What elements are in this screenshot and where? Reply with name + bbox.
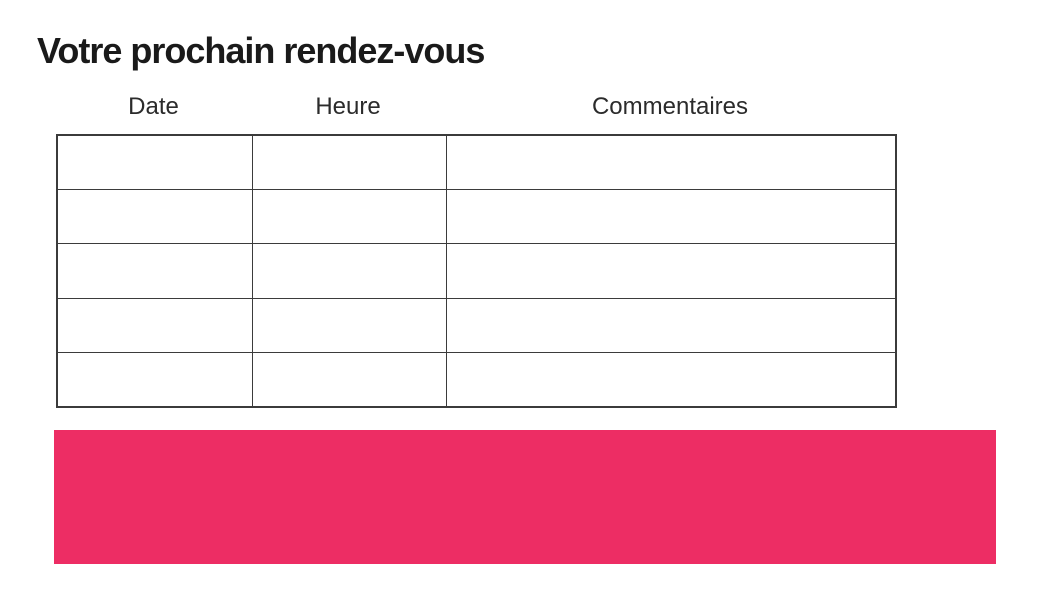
table-cell	[445, 243, 897, 299]
table-row	[56, 188, 897, 245]
table-cell	[56, 188, 253, 245]
table-cell	[251, 297, 447, 354]
table-cell	[56, 352, 253, 408]
column-header-heure: Heure	[315, 93, 381, 120]
table-cell	[445, 134, 897, 190]
table-cell	[56, 243, 253, 299]
column-header-commentaires: Commentaires	[591, 93, 749, 120]
table-cell	[445, 297, 897, 354]
page-title: Votre prochain rendez-vous	[37, 30, 485, 71]
column-header-date: Date	[128, 93, 179, 120]
table-cell	[251, 352, 447, 408]
appointments-table	[56, 134, 897, 408]
table-cell	[445, 352, 897, 408]
table-cell	[251, 188, 447, 245]
table-column-headers: Date Heure Commentaires	[56, 93, 895, 121]
table-cell	[445, 188, 897, 245]
table-cell	[56, 134, 253, 190]
table-cell	[56, 297, 253, 354]
table-row	[56, 297, 897, 354]
table-row	[56, 352, 897, 408]
table-row	[56, 134, 897, 190]
pink-banner	[54, 430, 996, 564]
table-cell	[251, 134, 447, 190]
table-row	[56, 243, 897, 299]
table-cell	[251, 243, 447, 299]
